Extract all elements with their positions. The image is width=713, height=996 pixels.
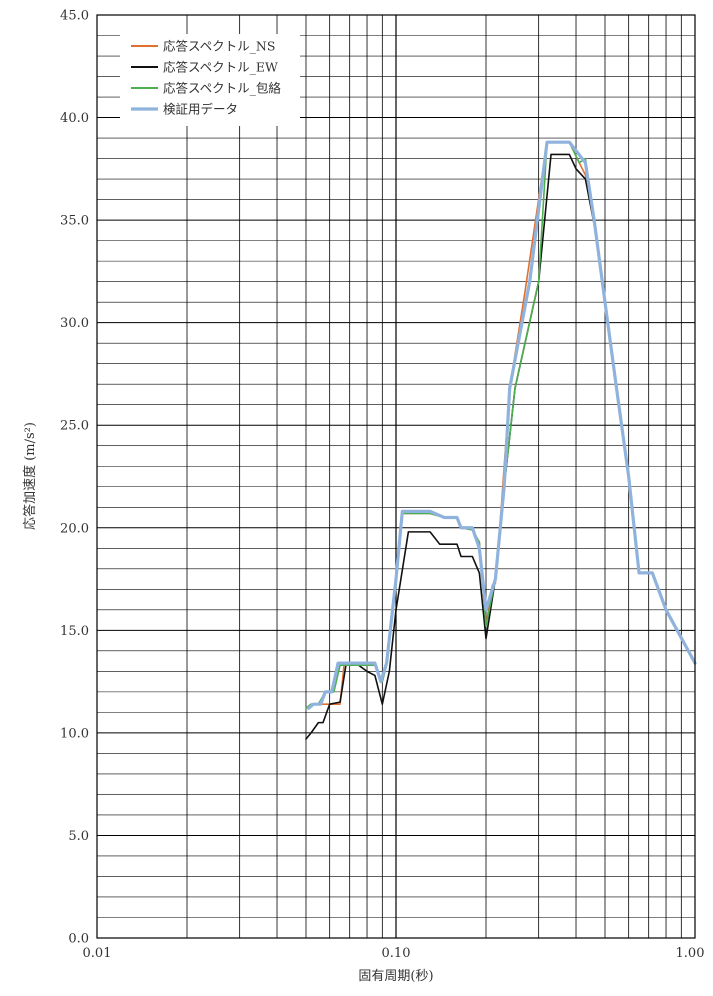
y-tick-label: 40.0: [60, 111, 89, 126]
y-axis-title: 応答加速度 (m/s²): [22, 422, 38, 530]
x-tick-label: 1.00: [676, 946, 705, 961]
y-tick-label: 20.0: [60, 521, 89, 536]
series-layer: [305, 140, 697, 740]
legend-label-1: 応答スペクトル_NS: [163, 39, 275, 54]
y-tick-label: 35.0: [60, 214, 89, 229]
x-tick-label: 0.01: [83, 946, 112, 961]
x-tick-label: 0.10: [382, 946, 411, 961]
y-tick-label: 30.0: [60, 316, 89, 331]
y-tick-label: 10.0: [60, 726, 89, 741]
y-tick-label: 25.0: [60, 419, 89, 434]
legend-background: [120, 34, 300, 126]
y-tick-label: 45.0: [60, 9, 89, 24]
x-axis-title: 固有周期(秒): [358, 969, 433, 984]
legend-label-4: 検証用データ: [163, 102, 238, 117]
tick-labels: 0.0 5.0 10.0 15.0 20.0 25.0 30.0 35.0 40.0 45.0 0.…: [60, 9, 704, 962]
y-tick-label: 15.0: [60, 624, 89, 639]
plot-frame: [96, 14, 696, 939]
y-tick-label: 5.0: [68, 829, 89, 844]
series-line-2: [305, 153, 696, 740]
y-tick-label: 0.0: [68, 932, 89, 947]
legend-label-3: 応答スペクトル_包絡: [163, 81, 281, 96]
legend-label-2: 応答スペクトル_EW: [163, 60, 278, 75]
series-line-4: [306, 140, 697, 710]
grid-layer: [97, 15, 695, 938]
